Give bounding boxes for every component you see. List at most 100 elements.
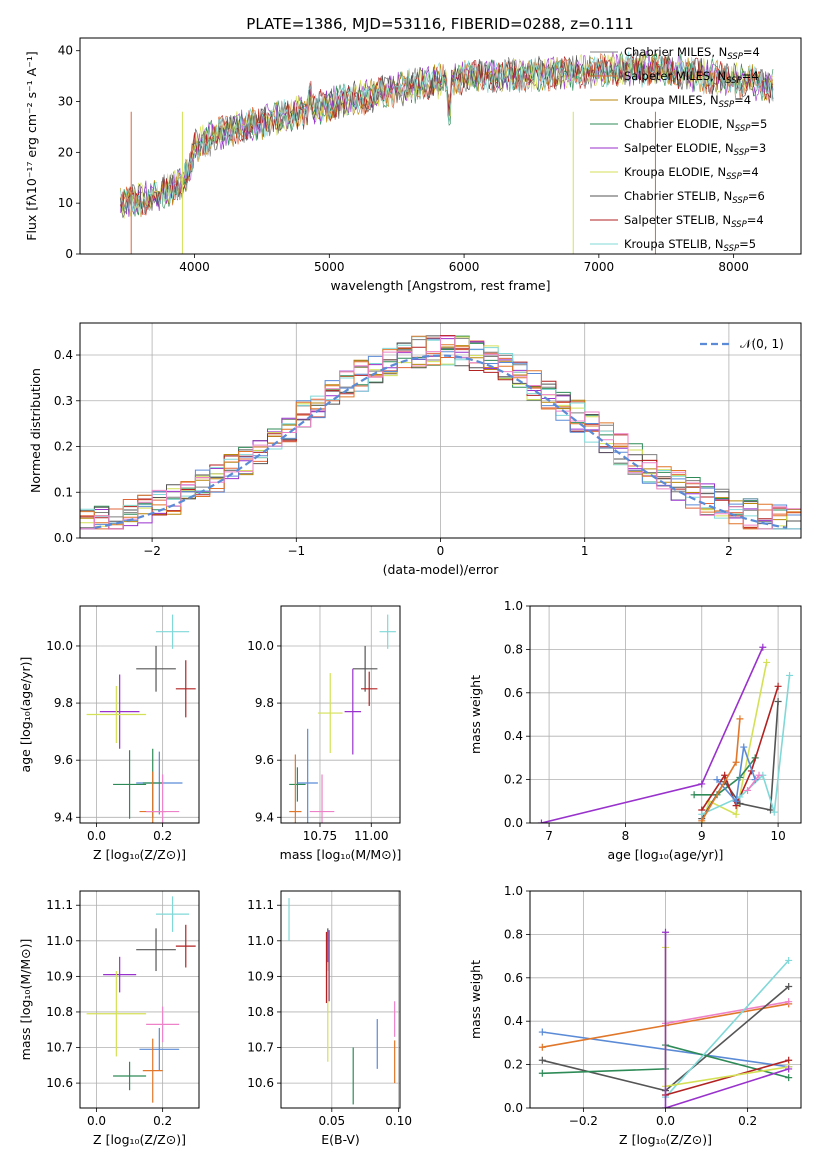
weight-marker <box>713 776 721 784</box>
weight-marker <box>763 658 771 666</box>
y-tick-label: 0.4 <box>504 1014 523 1028</box>
legend-subscript: SSP <box>726 76 742 86</box>
y-tick-label: 10.9 <box>46 969 73 983</box>
x-tick-label: 10 <box>770 829 785 843</box>
axes-frame <box>79 37 802 255</box>
legend-text: Chabrier STELIB, N <box>624 189 732 203</box>
weight-marker <box>774 697 782 705</box>
x-axis-label: age [log₁₀(age/yr)] <box>608 847 724 862</box>
plot-area <box>288 898 396 1105</box>
x-tick-label: 10.75 <box>303 829 337 843</box>
weight-marker <box>785 1065 793 1073</box>
axes-frame <box>529 605 802 824</box>
legend-entry: 𝒩(0, 1) <box>740 337 784 351</box>
panel-mass-age: 10.75 11.00 9.4 9.6 9.8 10.0 mass [log₁₀(M/M⊙)… <box>247 605 401 862</box>
y-tick-label: 9.4 <box>255 810 274 824</box>
y-tick-label: 40 <box>58 44 73 58</box>
legend-text: Kroupa STELIB, N <box>624 237 724 251</box>
weight-marker <box>786 671 794 679</box>
histogram-step <box>80 335 801 530</box>
weight-marker <box>785 1074 793 1082</box>
x-tick-label: 0.0 <box>87 1114 106 1128</box>
legend-entry: Salpeter MILES, NSSP=4 <box>624 69 759 86</box>
x-tick-label: 4000 <box>179 260 210 274</box>
y-tick-label: 10.6 <box>46 1076 73 1090</box>
weight-marker <box>698 780 706 788</box>
panel-ebv-mass: 0.05 0.10 10.6 10.7 10.8 10.9 11.0 11.1 E(B-V) <box>247 890 412 1147</box>
panel-spectrum: 4000 5000 6000 7000 8000 0 10 20 30 40 wavelength … <box>24 37 802 293</box>
legend-entry: Chabrier ELODIE, NSSP=5 <box>624 117 767 134</box>
weight-line <box>665 1000 789 1025</box>
y-tick-label: 0.3 <box>54 394 73 408</box>
weight-marker <box>538 1056 546 1064</box>
plot-area <box>80 335 801 530</box>
x-tick-label: 9 <box>698 829 706 843</box>
legend-subscript: SSP <box>719 100 735 110</box>
y-tick-label: 9.4 <box>54 810 73 824</box>
weight-marker <box>732 758 740 766</box>
weight-marker <box>770 808 778 816</box>
x-tick-label: 7000 <box>584 260 615 274</box>
axes-frame <box>529 890 802 1109</box>
x-tick-label: 0.2 <box>153 1114 172 1128</box>
legend-suffix: =4 <box>743 45 760 59</box>
legend-text: Salpeter STELIB, N <box>624 213 731 227</box>
x-tick-label: 11.00 <box>354 829 388 843</box>
weight-marker <box>690 791 698 799</box>
y-axis-label: Flux [fλ10⁻¹⁷ erg cm⁻² s⁻¹ A⁻¹] <box>24 51 39 240</box>
y-tick-label: 0.8 <box>504 642 523 656</box>
weight-marker <box>662 928 669 936</box>
y-tick-label: 9.8 <box>54 696 73 710</box>
legend-suffix: =4 <box>742 69 759 83</box>
y-tick-label: 0.0 <box>504 1101 523 1115</box>
weight-marker <box>698 817 706 823</box>
y-axis-label: age [log₁₀(age/yr)] <box>18 657 33 773</box>
x-tick-label: 0.10 <box>385 1114 412 1128</box>
weight-marker <box>785 1056 793 1064</box>
x-tick-label: 8 <box>622 829 630 843</box>
y-tick-label: 10.0 <box>46 639 73 653</box>
weight-marker <box>538 1043 546 1051</box>
x-tick-label: 8000 <box>718 260 749 274</box>
plot-area <box>120 50 774 254</box>
y-tick-label: 10.0 <box>247 639 274 653</box>
panel-histogram: −2 −1 0 1 2 0.0 0.1 0.2 0.3 0.4 (data-model)/error… <box>28 322 802 577</box>
legend: Chabrier MILES, NSSP=4 Salpeter MILES, NS… <box>590 45 767 254</box>
legend-subscript: SSP <box>731 220 747 230</box>
weight-marker <box>774 682 782 690</box>
x-axis-label: Z [log₁₀(Z/Z⊙)] <box>93 1132 186 1147</box>
legend-entry: Chabrier STELIB, NSSP=6 <box>624 189 765 206</box>
y-axis-label: mass [log₁₀(M/M⊙)] <box>18 939 33 1061</box>
x-tick-label: 5000 <box>314 260 345 274</box>
weight-marker <box>744 786 752 794</box>
weight-line <box>701 675 791 816</box>
legend-text: Kroupa MILES, N <box>624 93 719 107</box>
weight-line <box>664 959 790 1098</box>
weight-marker <box>785 998 793 1006</box>
legend-entry: Salpeter STELIB, NSSP=4 <box>624 213 764 230</box>
y-tick-label: 0.0 <box>504 816 523 830</box>
weight-line <box>665 1059 789 1096</box>
y-tick-label: 11.1 <box>247 898 274 912</box>
weight-line <box>664 932 789 1108</box>
legend-subscript: SSP <box>732 196 748 206</box>
weight-marker <box>785 982 793 990</box>
panels: 4000 5000 6000 7000 8000010203040wavelength … <box>18 37 802 1147</box>
weight-line <box>746 774 760 791</box>
axes-frame <box>280 605 401 824</box>
weight-marker <box>662 1104 669 1108</box>
figure-title: PLATE=1386, MJD=53116, FIBERID=0288, z=0… <box>246 15 633 33</box>
axes-frame <box>79 605 200 824</box>
legend-entry: Chabrier MILES, NSSP=4 <box>624 45 760 62</box>
axes-frame <box>79 322 802 539</box>
weight-marker <box>766 806 774 814</box>
x-axis-label: wavelength [Angstrom, rest frame] <box>330 278 550 293</box>
weight-marker <box>736 793 744 801</box>
y-tick-label: 0.6 <box>504 686 523 700</box>
histogram-step <box>80 336 801 530</box>
weight-marker <box>538 1069 546 1077</box>
legend-subscript: SSP <box>735 124 751 134</box>
x-tick-label: 2 <box>725 544 733 558</box>
y-tick-label: 0.2 <box>504 773 523 787</box>
